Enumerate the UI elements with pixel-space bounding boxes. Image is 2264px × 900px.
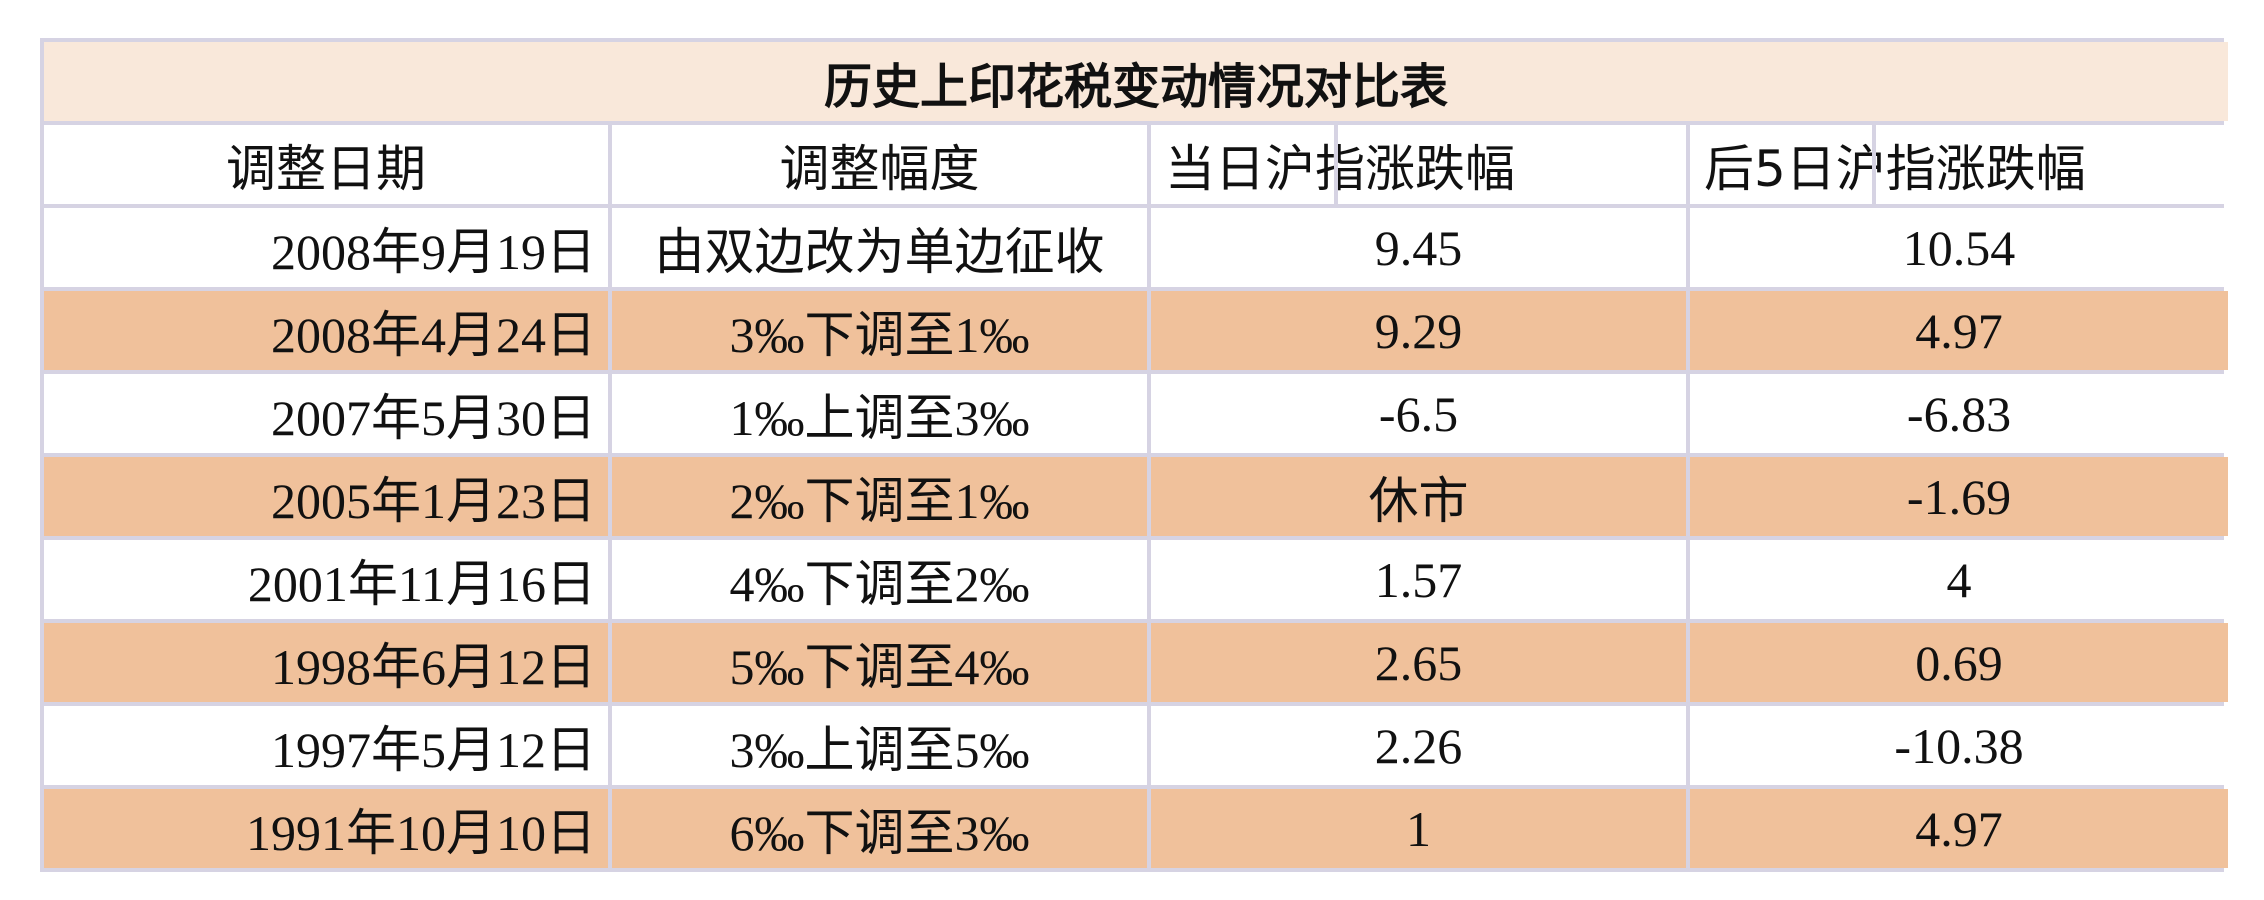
table-cell: 10.54 bbox=[1690, 208, 2228, 287]
table-cell: 4 bbox=[1690, 540, 2228, 619]
header-text: 当日沪指涨跌幅 bbox=[1165, 139, 1515, 198]
table-cell: 3‰下调至1‰ bbox=[612, 291, 1147, 370]
table-cell: 2001年11月16日 bbox=[44, 540, 608, 619]
table-cell: 1 bbox=[1151, 789, 1686, 868]
table-cell: 9.45 bbox=[1151, 208, 1686, 287]
table-cell: 1991年10月10日 bbox=[44, 789, 608, 868]
table-cell: 2.65 bbox=[1151, 623, 1686, 702]
table-cell: -1.69 bbox=[1690, 457, 2228, 536]
table-cell: 4.97 bbox=[1690, 291, 2228, 370]
divider bbox=[1334, 125, 1338, 204]
table-cell: 4‰下调至2‰ bbox=[612, 540, 1147, 619]
table-cell: -10.38 bbox=[1690, 706, 2228, 785]
table-cell: 2‰下调至1‰ bbox=[612, 457, 1147, 536]
table-cell: 2008年4月24日 bbox=[44, 291, 608, 370]
divider bbox=[1872, 125, 1876, 204]
table-title: 历史上印花税变动情况对比表 bbox=[44, 42, 2228, 121]
table-cell: 由双边改为单边征收 bbox=[612, 208, 1147, 287]
table-cell: 5‰下调至4‰ bbox=[612, 623, 1147, 702]
table-cell: 1997年5月12日 bbox=[44, 706, 608, 785]
header-cell: 当日沪指涨跌幅 bbox=[1151, 125, 1686, 204]
table-cell: 6‰下调至3‰ bbox=[612, 789, 1147, 868]
table-cell: 2008年9月19日 bbox=[44, 208, 608, 287]
table-cell: 0.69 bbox=[1690, 623, 2228, 702]
header-text: 后5日沪指涨跌幅 bbox=[1704, 139, 2086, 198]
table-cell: -6.83 bbox=[1690, 374, 2228, 453]
table-cell: 2007年5月30日 bbox=[44, 374, 608, 453]
table-cell: 2.26 bbox=[1151, 706, 1686, 785]
table-cell: 1‰上调至3‰ bbox=[612, 374, 1147, 453]
table-cell: 9.29 bbox=[1151, 291, 1686, 370]
table-cell: 1.57 bbox=[1151, 540, 1686, 619]
table-cell: 2005年1月23日 bbox=[44, 457, 608, 536]
table-cell: 1998年6月12日 bbox=[44, 623, 608, 702]
header-cell: 后5日沪指涨跌幅 bbox=[1690, 125, 2228, 204]
header-cell: 调整日期 bbox=[44, 125, 608, 204]
table: 历史上印花税变动情况对比表 调整日期 调整幅度 当日沪指涨跌幅 后5日沪指涨跌幅… bbox=[40, 38, 2228, 872]
table-cell: 休市 bbox=[1151, 457, 1686, 536]
table-cell: 3‰上调至5‰ bbox=[612, 706, 1147, 785]
table-cell: -6.5 bbox=[1151, 374, 1686, 453]
header-cell: 调整幅度 bbox=[612, 125, 1147, 204]
table-cell: 4.97 bbox=[1690, 789, 2228, 868]
